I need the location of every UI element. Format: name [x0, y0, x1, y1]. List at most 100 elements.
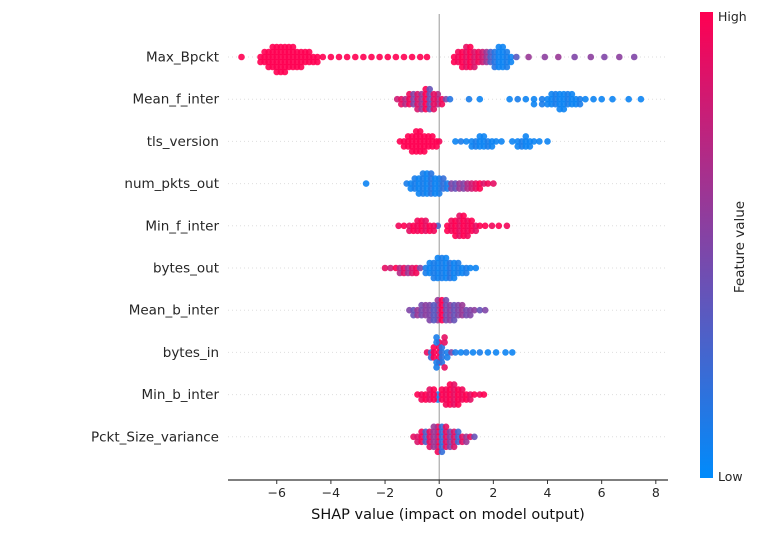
shap-point [362, 180, 370, 187]
shap-point [467, 311, 474, 319]
shap-point [576, 100, 584, 108]
shap-point [471, 391, 478, 398]
shap-point [457, 138, 465, 145]
shap-point [433, 143, 440, 150]
feature-label: Mean_b_inter [129, 303, 220, 319]
shap-point [430, 428, 438, 436]
shap-point [430, 95, 438, 103]
x-tick-label: 8 [652, 485, 660, 500]
shap-point [484, 349, 492, 356]
shap-point [506, 95, 513, 103]
shap-point [343, 53, 351, 61]
shap-point [476, 185, 484, 192]
shap-point [484, 180, 492, 187]
shap-point [471, 306, 478, 314]
beeswarm-points [238, 43, 645, 456]
feature-label: num_pkts_out [124, 176, 219, 192]
feature-label: Pckt_Size_variance [91, 429, 219, 445]
shap-point [509, 349, 516, 356]
shap-point [467, 264, 474, 272]
shap-point [430, 316, 438, 324]
shap-point [568, 90, 576, 98]
shap-point [467, 396, 474, 403]
shap-point [463, 269, 470, 277]
shap-point [281, 68, 289, 76]
shap-point [421, 148, 428, 155]
shap-point [481, 306, 489, 314]
row-gridlines [228, 56, 668, 438]
shap-point [488, 143, 496, 150]
shap-point [433, 364, 440, 371]
shap-point [446, 95, 454, 103]
shap-point [431, 185, 439, 192]
shap-point [457, 349, 465, 356]
shap-point [444, 354, 451, 361]
shap-point [490, 180, 497, 187]
shap-point [465, 95, 473, 103]
shap-point [530, 100, 538, 108]
shap-point [471, 433, 478, 441]
feature-label: Max_Bpckt [146, 50, 219, 66]
x-tick-label: −2 [376, 485, 394, 500]
shap-point [327, 53, 335, 61]
shap-point [472, 264, 480, 272]
shap-point [538, 95, 546, 103]
shap-point [454, 401, 462, 408]
shap-point [509, 138, 516, 145]
shap-point [335, 53, 343, 61]
colorbar-low-label: Low [718, 469, 743, 484]
shap-point [430, 274, 438, 282]
shap-point [492, 138, 500, 145]
shap-point [416, 53, 424, 61]
shap-point [431, 180, 439, 187]
shap-point [503, 222, 511, 230]
shap-point [480, 391, 488, 398]
shap-point [423, 53, 431, 61]
shap-point [450, 316, 458, 324]
shap-point [464, 232, 471, 240]
shap-point [430, 344, 438, 351]
shap-point [430, 423, 438, 431]
colorbar-gradient-bar [700, 12, 713, 478]
x-tick-label: 6 [598, 485, 606, 500]
shap-point [472, 227, 480, 235]
shap-point [400, 222, 408, 230]
shap-point [476, 306, 484, 314]
colorbar: High Low Feature value [700, 9, 748, 484]
shap-point [352, 53, 359, 61]
shap-point [541, 53, 549, 61]
x-tick-label: 0 [435, 485, 443, 500]
shap-point [522, 95, 530, 103]
shap-point [427, 170, 435, 177]
shap-point [430, 349, 438, 356]
feature-label: Min_b_inter [142, 387, 220, 403]
shap-point [368, 53, 375, 61]
shap-point [289, 43, 297, 51]
shap-point [395, 222, 402, 230]
shap-point [454, 428, 462, 436]
shap-point [438, 359, 446, 366]
shap-point [297, 63, 305, 71]
shap-point [430, 311, 438, 319]
shap-point [458, 301, 466, 309]
x-axis-title: SHAP value (impact on model output) [311, 507, 585, 523]
shap-point [502, 349, 509, 356]
shap-point [430, 354, 438, 361]
shap-point [498, 138, 505, 145]
shap-point [530, 138, 538, 145]
shap-point [408, 53, 416, 61]
shap-point [433, 334, 440, 341]
shap-point [433, 339, 440, 346]
shap-point [442, 296, 450, 304]
x-tick-label: 2 [489, 485, 497, 500]
shap-point [526, 143, 534, 150]
shap-point [458, 386, 466, 393]
shap-point [314, 58, 321, 66]
shap-point [582, 95, 589, 103]
shap-point [433, 138, 440, 145]
shap-point [314, 53, 321, 61]
shap-point [616, 53, 623, 61]
shap-point [609, 95, 616, 103]
x-tick-label: −4 [322, 485, 340, 500]
